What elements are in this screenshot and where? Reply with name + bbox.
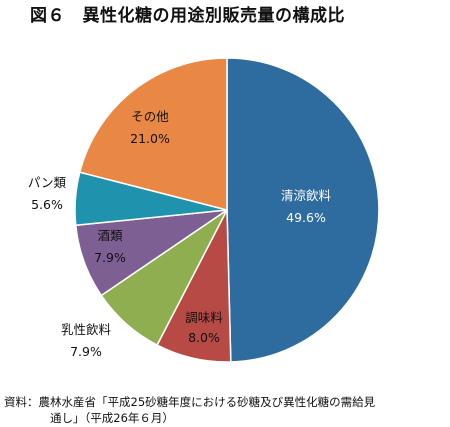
slice-label-4: 酒類 bbox=[97, 228, 123, 243]
slice-value-6: 21.0% bbox=[130, 131, 170, 146]
slice-value-4: 7.9% bbox=[94, 250, 126, 265]
slice-label-3: 乳性飲料 bbox=[61, 322, 112, 337]
pie-slice-6 bbox=[78, 57, 228, 211]
slice-value-5: 5.6% bbox=[31, 197, 63, 212]
chart-title: 図６ 異性化糖の用途別販売量の構成比 bbox=[30, 6, 345, 26]
slice-label-6: その他 bbox=[131, 109, 169, 124]
slice-value-3: 7.9% bbox=[70, 344, 102, 359]
slice-value-2: 8.0% bbox=[188, 330, 220, 345]
slice-label-5: パン類 bbox=[28, 175, 67, 190]
pie-slice-1 bbox=[226, 57, 380, 363]
slice-value-1: 49.6% bbox=[286, 210, 326, 225]
slice-label-2: 調味料 bbox=[185, 310, 223, 325]
slice-label-1: 清涼飲料 bbox=[281, 188, 332, 203]
source-note: 資料：農林水産省「平成25砂糖年度における砂糖及び異性化糖の需給見 通し」（平成… bbox=[4, 394, 446, 426]
source-note-line-1: 資料：農林水産省「平成25砂糖年度における砂糖及び異性化糖の需給見 bbox=[4, 395, 376, 409]
source-note-line-2: 通し」（平成26年６月） bbox=[50, 411, 174, 425]
pie-chart: 清涼飲料 49.6% 調味料 8.0% 乳性飲料 7.9% 酒類 7.9% パン類 5.6% その他… bbox=[28, 57, 380, 363]
